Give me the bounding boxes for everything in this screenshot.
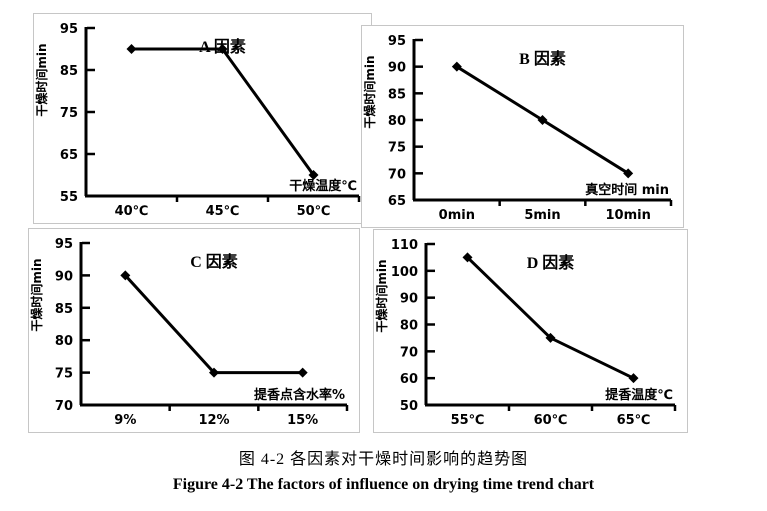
x-axis-label: 提香温度℃: [605, 387, 673, 403]
y-axis-label: 干燥时间min: [29, 258, 44, 331]
chart-title: D 因素: [527, 253, 575, 272]
y-tick-label: 75: [388, 141, 406, 156]
y-axis-label: 干燥时间min: [34, 43, 49, 116]
x-tick-label: 5min: [524, 208, 560, 223]
y-axis-label: 干燥时间min: [362, 55, 377, 128]
data-point-marker: [537, 115, 548, 125]
data-point-marker: [217, 44, 228, 54]
trend-line: [466, 256, 635, 380]
trend-line: [131, 47, 315, 176]
x-axis-label: 干燥温度℃: [289, 178, 357, 194]
x-tick-label: 15%: [287, 413, 318, 428]
x-axis-label: 提香点含水率%: [254, 387, 345, 403]
data-point-marker: [545, 332, 556, 343]
y-tick-label: 75: [55, 367, 73, 382]
chart-panel-factor-a: 55 65 75 85 95 40℃ 45℃ 50℃ A 因素干燥温度℃ 干燥时间min: [33, 13, 372, 224]
chart-title: A 因素: [199, 37, 246, 56]
x-tick-label: 12%: [198, 413, 229, 428]
y-tick-label: 90: [55, 269, 73, 284]
trend-line: [124, 274, 303, 375]
x-tick-label: 9%: [114, 413, 136, 428]
chart-panel-factor-b: 65 70 75 80 85 90 95 0min 5min 10min B 因素真空时间 min 干…: [361, 25, 684, 228]
data-point-marker: [451, 61, 462, 72]
y-tick-label: 80: [400, 319, 418, 334]
data-point-marker: [308, 170, 319, 180]
figure-caption-chinese: 图 4-2 各因素对干燥时间影响的趋势图: [238, 451, 529, 468]
y-axis-label: 干燥时间min: [374, 259, 389, 332]
data-point-marker: [120, 270, 131, 281]
data-point-marker: [126, 44, 137, 54]
y-tick-label: 70: [55, 399, 73, 414]
x-tick-label: 40℃: [115, 204, 149, 219]
chart-title: B 因素: [519, 49, 566, 68]
y-tick-label: 80: [55, 334, 73, 349]
x-tick-label: 0min: [439, 208, 475, 223]
y-tick-label: 60: [400, 372, 418, 387]
y-tick-label: 95: [388, 34, 406, 49]
x-tick-label: 45℃: [206, 204, 240, 219]
data-point-marker: [623, 168, 634, 179]
y-tick-label: 65: [388, 194, 406, 209]
y-tick-label: 95: [55, 237, 73, 252]
y-tick-label: 70: [388, 167, 406, 182]
y-tick-label: 90: [388, 61, 406, 76]
y-tick-label: 90: [400, 292, 418, 307]
chart-panel-factor-d: 50 60 70 80 90 100 110 55℃ 60℃ 65℃ D 因素提香温度℃ 干燥时间mi…: [373, 229, 688, 433]
y-tick-label: 80: [388, 114, 406, 129]
y-tick-label: 100: [391, 265, 418, 280]
y-tick-label: 95: [60, 22, 78, 37]
chart-title: C 因素: [190, 252, 238, 271]
y-tick-label: 50: [400, 399, 418, 414]
y-tick-label: 85: [55, 302, 73, 317]
data-point-marker: [209, 367, 219, 378]
y-tick-label: 85: [60, 64, 78, 79]
data-point-marker: [462, 252, 473, 263]
x-tick-label: 65℃: [617, 413, 651, 428]
y-tick-label: 110: [391, 238, 418, 253]
x-tick-label: 10min: [605, 208, 650, 223]
data-point-marker: [628, 373, 639, 384]
y-tick-label: 65: [60, 148, 78, 163]
chart-panel-factor-c: 70 75 80 85 90 95 9% 12% 15% C 因素提香点含水率% 干燥时间min: [28, 228, 360, 433]
x-tick-label: 50℃: [297, 204, 331, 219]
y-tick-label: 70: [400, 345, 418, 360]
y-tick-label: 75: [60, 106, 78, 121]
figure-caption: 图 4-2 各因素对干燥时间影响的趋势图 Figure 4-2 The fact…: [0, 445, 767, 494]
y-tick-label: 85: [388, 87, 406, 102]
x-axis-label: 真空时间 min: [585, 182, 669, 198]
data-point-marker: [297, 367, 308, 378]
x-tick-label: 55℃: [451, 413, 485, 428]
figure-caption-english: Figure 4-2 The factors of influence on d…: [172, 476, 595, 493]
x-tick-label: 60℃: [534, 413, 568, 428]
y-tick-label: 55: [60, 190, 78, 205]
